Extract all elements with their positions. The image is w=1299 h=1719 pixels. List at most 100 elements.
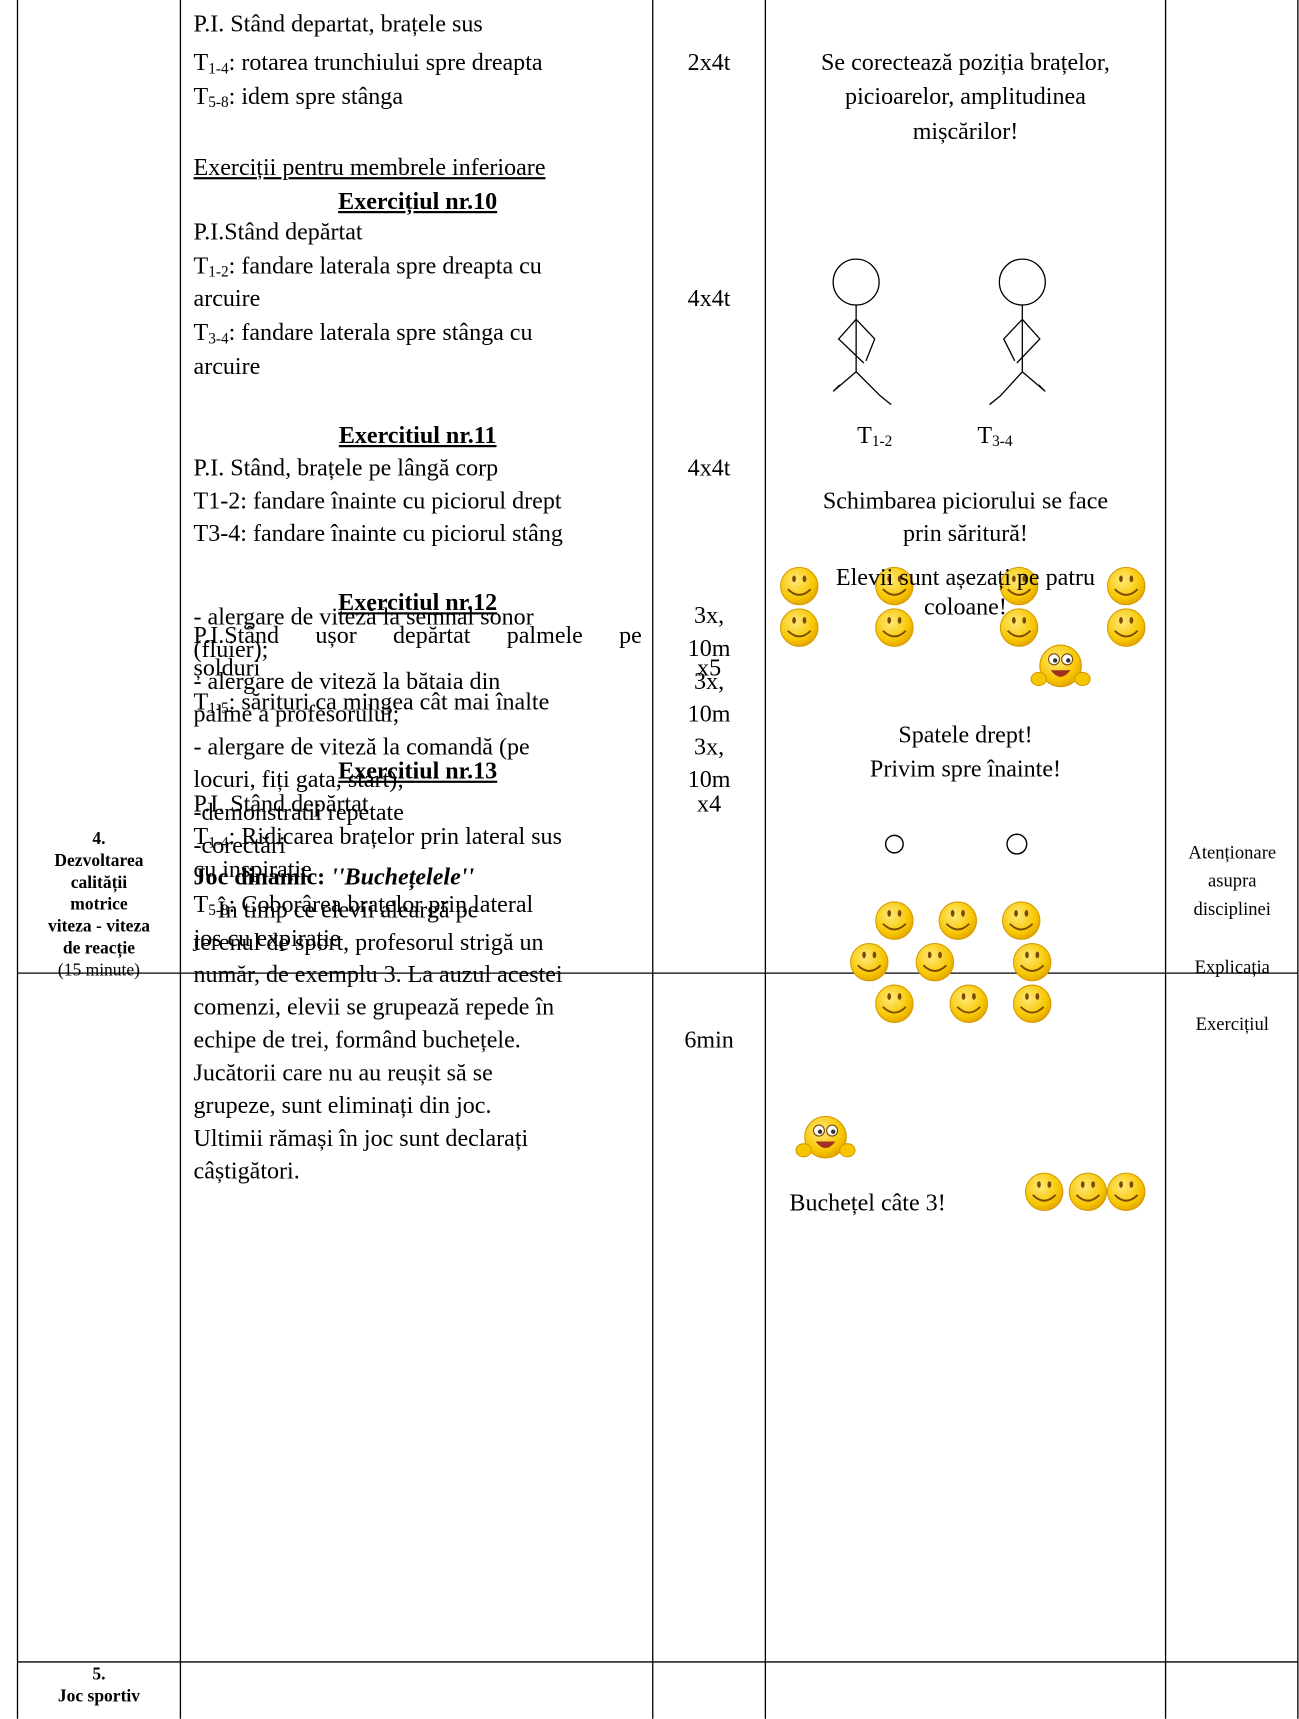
text-line: câștigători. xyxy=(193,1156,300,1185)
text-line: T5-8: idem spre stânga xyxy=(193,82,642,112)
text-segment: : fandare laterala spre stânga cu xyxy=(228,318,533,346)
text-line: Explicația xyxy=(1194,956,1270,978)
text-line: T3-4: fandare laterala spre stânga cu xyxy=(193,318,642,348)
text-line: P.I. Stând depărtat xyxy=(193,789,369,817)
text-line: T5-8: Coborârea brațelor prin lateral xyxy=(193,890,642,920)
text-segment: T xyxy=(193,48,209,76)
text-line: jos cu expirație xyxy=(193,923,341,952)
text-line: viteza - viteza xyxy=(47,917,150,936)
text-line: Privim spre înainte! xyxy=(869,754,1062,782)
text-line: Joc sportiv xyxy=(57,1687,141,1706)
text-segment: 1-2 xyxy=(871,434,893,451)
stick-figures xyxy=(832,258,1046,406)
text-line: Spatele drept! xyxy=(898,720,1033,748)
text-segment: 5-8 xyxy=(208,903,229,920)
text-line: asupra xyxy=(1208,870,1257,892)
text-line: 5. xyxy=(92,1665,106,1684)
text-line: palme a profesorului; xyxy=(193,699,400,728)
text-line: - alergare de viteză la bătaia din xyxy=(193,666,501,695)
text-line: Elevii sunt așezați pe patru xyxy=(835,563,1096,591)
text-line: Atenționare xyxy=(1188,841,1277,863)
text-line: Exercițiul nr.10 xyxy=(338,186,498,215)
text-line: 4. xyxy=(92,829,106,849)
text-line: Jucătorii care nu au reușit să se xyxy=(193,1058,493,1086)
text-line: - alergare de viteză la comandă (pe xyxy=(193,732,530,760)
text-line: motrice xyxy=(70,895,128,915)
text-line: echipe de trei, formând buchețele. xyxy=(193,1025,521,1053)
text-segment: T xyxy=(193,687,209,716)
text-segment: T xyxy=(977,420,993,449)
text-segment: T xyxy=(193,318,209,346)
text-line: 10m xyxy=(687,634,731,662)
text-line: șolduri xyxy=(193,653,261,682)
text-line: grupeze, sunt eliminați din joc. xyxy=(193,1091,492,1119)
text-line: coloane! xyxy=(924,592,1007,620)
text-segment: Joc dinamic: xyxy=(193,862,332,891)
text-line: În timp ce elevii aleargă pe xyxy=(217,895,479,923)
text-segment: T xyxy=(193,82,209,110)
text-line: (fluier); xyxy=(193,635,269,663)
text-segment: T xyxy=(193,890,209,918)
text-line: T1-2 xyxy=(842,420,908,451)
text-line: T1-4: rotarea trunchiului spre dreapta xyxy=(193,48,642,78)
smileys xyxy=(779,566,1146,1212)
text-segment: : fandare laterala spre dreapta cu xyxy=(228,251,542,279)
text-segment: 5-8 xyxy=(208,95,229,112)
text-line: 3x, xyxy=(694,732,725,760)
text-line: prin săritură! xyxy=(903,519,1028,547)
text-line: P.I.Stând depărtat xyxy=(193,217,363,245)
text-line: 4x4t xyxy=(687,453,731,482)
text-segment: : rotarea trunchiului spre dreapta xyxy=(228,48,543,76)
text-line: Exercitiul nr.11 xyxy=(338,420,497,449)
text-segment: T xyxy=(193,251,209,279)
text-line: terenul de sport, profesorul strigă un xyxy=(193,928,544,956)
text-line: T1-5: sărituri ca mingea cât mai înalte xyxy=(193,687,642,718)
text-segment: : sărituri ca mingea cât mai înalte xyxy=(228,687,550,716)
text-line: 2x4t xyxy=(687,48,731,76)
text-segment: 3-4 xyxy=(208,331,229,348)
text-line: comenzi, elevii se grupează repede în xyxy=(193,992,555,1021)
text-line: T3-4 xyxy=(962,420,1028,451)
text-line: P.I.Stând ușor depărtat palmele pe xyxy=(193,621,642,649)
text-line: mișcărilor! xyxy=(912,116,1019,145)
text-line: Exerciții pentru membrele inferioare xyxy=(193,153,546,181)
text-line: Exercitiul nr.12 xyxy=(338,588,498,616)
text-line: -corectări xyxy=(193,830,286,859)
text-line: 4x4t xyxy=(687,284,731,312)
text-segment: 1-5 xyxy=(208,700,229,718)
text-line: locuri, fiți gata, start); xyxy=(193,765,404,793)
text-segment: 1-2 xyxy=(208,264,229,282)
text-line: 10m xyxy=(687,699,731,728)
text-line: 3x, xyxy=(694,666,725,695)
text-line: -demonstratii repetate xyxy=(193,798,404,826)
text-line: 3x, xyxy=(694,601,725,629)
text-segment: ''Buchețelele'' xyxy=(331,862,475,891)
text-segment: T xyxy=(857,420,872,449)
text-line: de reacție xyxy=(62,939,135,958)
text-line: calității xyxy=(70,873,128,893)
text-line: x5 xyxy=(697,653,722,682)
text-line: Exercițiul xyxy=(1195,1013,1269,1035)
text-line: Dezvoltarea xyxy=(54,851,144,871)
text-line: T1-4: Ridicarea brațelor prin lateral su… xyxy=(194,822,642,852)
text-segment: : Coborârea brațelor prin lateral xyxy=(228,890,534,918)
text-segment: 3-4 xyxy=(992,434,1013,451)
text-segment: 1-4 xyxy=(208,61,229,78)
text-line: număr, de exemplu 3. La auzul acestei xyxy=(193,960,563,988)
text-segment: 1-4 xyxy=(208,835,229,852)
text-line: 6min xyxy=(684,1025,734,1053)
text-segment: : idem spre stânga xyxy=(228,82,404,110)
text-line: arcuire xyxy=(193,352,261,380)
text-segment: : Ridicarea brațelor prin lateral sus xyxy=(228,822,562,850)
text-line: - alergare de viteză la semnal sonor xyxy=(193,602,534,630)
text-line: P.I. Stând departat, brațele sus xyxy=(193,9,483,38)
text-line: P.I. Stând, brațele pe lângă corp xyxy=(193,453,499,482)
text-line: Joc dinamic: ''Buchețelele'' xyxy=(194,863,642,891)
text-line: arcuire xyxy=(193,284,261,312)
text-line: disciplinei xyxy=(1193,898,1271,920)
text-line: Ultimii rămași în joc sunt declarați xyxy=(193,1124,529,1152)
text-line: x4 xyxy=(697,789,722,817)
